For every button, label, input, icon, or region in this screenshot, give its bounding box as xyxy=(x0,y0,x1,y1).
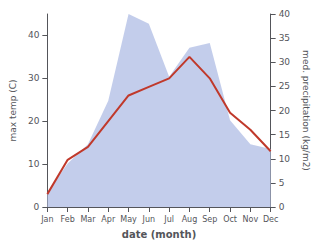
svg-text:25: 25 xyxy=(279,81,290,91)
svg-text:10: 10 xyxy=(279,154,291,164)
svg-text:Mar: Mar xyxy=(80,215,96,224)
svg-text:0: 0 xyxy=(279,202,285,212)
svg-text:40: 40 xyxy=(28,30,40,40)
svg-text:30: 30 xyxy=(28,73,40,83)
svg-text:Jan: Jan xyxy=(40,215,53,224)
svg-text:Feb: Feb xyxy=(61,215,75,224)
svg-text:med. precipitation (kg/m2): med. precipitation (kg/m2) xyxy=(301,50,311,171)
svg-text:Jun: Jun xyxy=(142,215,156,224)
svg-text:Nov: Nov xyxy=(243,215,259,224)
svg-text:30: 30 xyxy=(279,57,291,67)
svg-text:max temp (C): max temp (C) xyxy=(8,79,18,141)
svg-text:Apr: Apr xyxy=(101,215,116,224)
svg-text:35: 35 xyxy=(279,33,290,43)
svg-text:15: 15 xyxy=(279,130,290,140)
svg-text:0: 0 xyxy=(34,202,40,212)
svg-text:Sep: Sep xyxy=(202,215,217,224)
svg-text:40: 40 xyxy=(279,9,291,19)
svg-text:Aug: Aug xyxy=(182,215,198,224)
svg-text:Dec: Dec xyxy=(263,215,278,224)
svg-text:10: 10 xyxy=(28,159,40,169)
svg-text:date (month): date (month) xyxy=(122,229,196,240)
svg-text:Jul: Jul xyxy=(163,215,174,224)
svg-text:Oct: Oct xyxy=(223,215,237,224)
svg-text:20: 20 xyxy=(279,106,291,116)
svg-text:5: 5 xyxy=(279,178,285,188)
svg-text:20: 20 xyxy=(28,116,40,126)
svg-text:May: May xyxy=(120,215,137,224)
